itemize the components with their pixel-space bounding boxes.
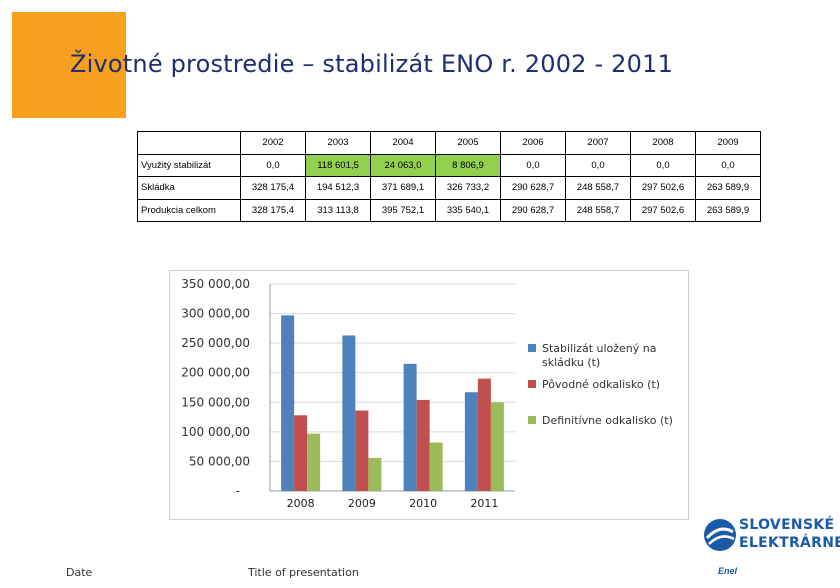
logo-wordmark: SLOVENSKÉ ELEKTRÁRNE — [739, 516, 840, 552]
table-cell: 297 502,6 — [630, 176, 696, 200]
table-cell: 328 175,4 — [240, 176, 306, 200]
slide-title: Životné prostredie – stabilizát ENO r. 2… — [70, 50, 674, 78]
table-corner-cell — [137, 131, 241, 155]
y-tick-label: 350 000,00 — [181, 277, 250, 291]
table-cell: 313 113,8 — [305, 198, 371, 222]
x-tick-label: 2009 — [348, 497, 376, 510]
legend-swatch — [528, 344, 536, 352]
y-tick-label: 250 000,00 — [181, 336, 250, 350]
year-header: 2006 — [500, 131, 566, 155]
table-cell: 0,0 — [500, 153, 566, 177]
table-cell: 248 558,7 — [565, 176, 631, 200]
y-tick-label: 150 000,00 — [181, 395, 250, 409]
table-cell: 194 512,3 — [305, 176, 371, 200]
chart-svg: - 50 000,00 100 000,00 150 000,00 200 000,00… — [181, 277, 673, 510]
legend-swatch — [528, 416, 536, 424]
year-header: 2002 — [240, 131, 306, 155]
bar — [464, 392, 478, 491]
bar — [416, 399, 430, 491]
x-tick-label: 2008 — [287, 497, 315, 510]
accent-block — [12, 12, 126, 118]
x-tick-label: 2010 — [409, 497, 437, 510]
legend-label: Definitívne odkalisko (t) — [542, 414, 673, 427]
legend-label: Stabilizát uložený na skládku (t) — [542, 342, 657, 369]
bar — [294, 415, 308, 491]
company-logo: SLOVENSKÉ ELEKTRÁRNE — [703, 514, 840, 556]
bar-chart: - 50 000,00 100 000,00 150 000,00 200 000,00… — [169, 270, 689, 520]
table-cell: 328 175,4 — [240, 198, 306, 222]
enel-logo-text: Enel — [718, 566, 738, 576]
legend-swatch — [528, 380, 536, 388]
table-cell: 0,0 — [630, 153, 696, 177]
bar — [342, 335, 356, 491]
table-cell-highlighted: 118 601,5 — [305, 153, 371, 177]
logo-line-2: ELEKTRÁRNE — [739, 535, 840, 551]
table-row: Skládka 328 175,4 194 512,3 371 689,1 32… — [137, 176, 761, 200]
y-tick-label: 100 000,00 — [181, 425, 250, 439]
bar — [477, 378, 491, 491]
table-cell: 371 689,1 — [370, 176, 436, 200]
table-cell-highlighted: 24 063,0 — [370, 153, 436, 177]
bar — [403, 363, 417, 491]
row-label: Využitý stabilizát — [137, 153, 241, 177]
year-header: 2003 — [305, 131, 371, 155]
logo-globe-icon — [704, 519, 736, 551]
bar — [429, 442, 443, 491]
y-tick-label: 50 000,00 — [189, 454, 250, 468]
year-header: 2008 — [630, 131, 696, 155]
year-header: 2004 — [370, 131, 436, 155]
row-label: Produkcia celkom — [137, 198, 241, 222]
bar — [281, 315, 295, 491]
table-cell: 263 589,9 — [695, 198, 761, 222]
y-tick-label: 300 000,00 — [181, 307, 250, 321]
table-cell: 0,0 — [695, 153, 761, 177]
table-cell: 326 733,2 — [435, 176, 501, 200]
table-cell: 290 628,7 — [500, 198, 566, 222]
table-cell: 395 752,1 — [370, 198, 436, 222]
table-cell: 290 628,7 — [500, 176, 566, 200]
year-header: 2005 — [435, 131, 501, 155]
year-header: 2009 — [695, 131, 761, 155]
table-row: Využitý stabilizát 0,0 118 601,5 24 063,… — [137, 153, 761, 177]
table-cell: 335 540,1 — [435, 198, 501, 222]
table-cell-highlighted: 8 806,9 — [435, 153, 501, 177]
footer-date: Date — [66, 566, 93, 579]
bar — [307, 433, 321, 491]
bar — [368, 457, 382, 491]
table-header-row: 2002 2003 2004 2005 2006 2007 2008 2009 — [137, 131, 761, 155]
table-cell: 248 558,7 — [565, 198, 631, 222]
x-tick-label: 2011 — [470, 497, 498, 510]
y-tick-label: 200 000,00 — [181, 366, 250, 380]
legend-label: Pôvodné odkalisko (t) — [542, 378, 660, 391]
table-cell: 263 589,9 — [695, 176, 761, 200]
table-row: Produkcia celkom 328 175,4 313 113,8 395… — [137, 198, 761, 222]
logo-line-1: SLOVENSKÉ — [739, 517, 835, 533]
y-tick-label: - — [236, 484, 240, 498]
table-cell: 297 502,6 — [630, 198, 696, 222]
bar — [355, 410, 369, 491]
table-cell: 0,0 — [240, 153, 306, 177]
footer-title: Title of presentation — [248, 566, 359, 579]
row-label: Skládka — [137, 176, 241, 200]
bar — [490, 402, 504, 491]
data-table: 2002 2003 2004 2005 2006 2007 2008 2009 … — [137, 131, 761, 222]
table-cell: 0,0 — [565, 153, 631, 177]
year-header: 2007 — [565, 131, 631, 155]
